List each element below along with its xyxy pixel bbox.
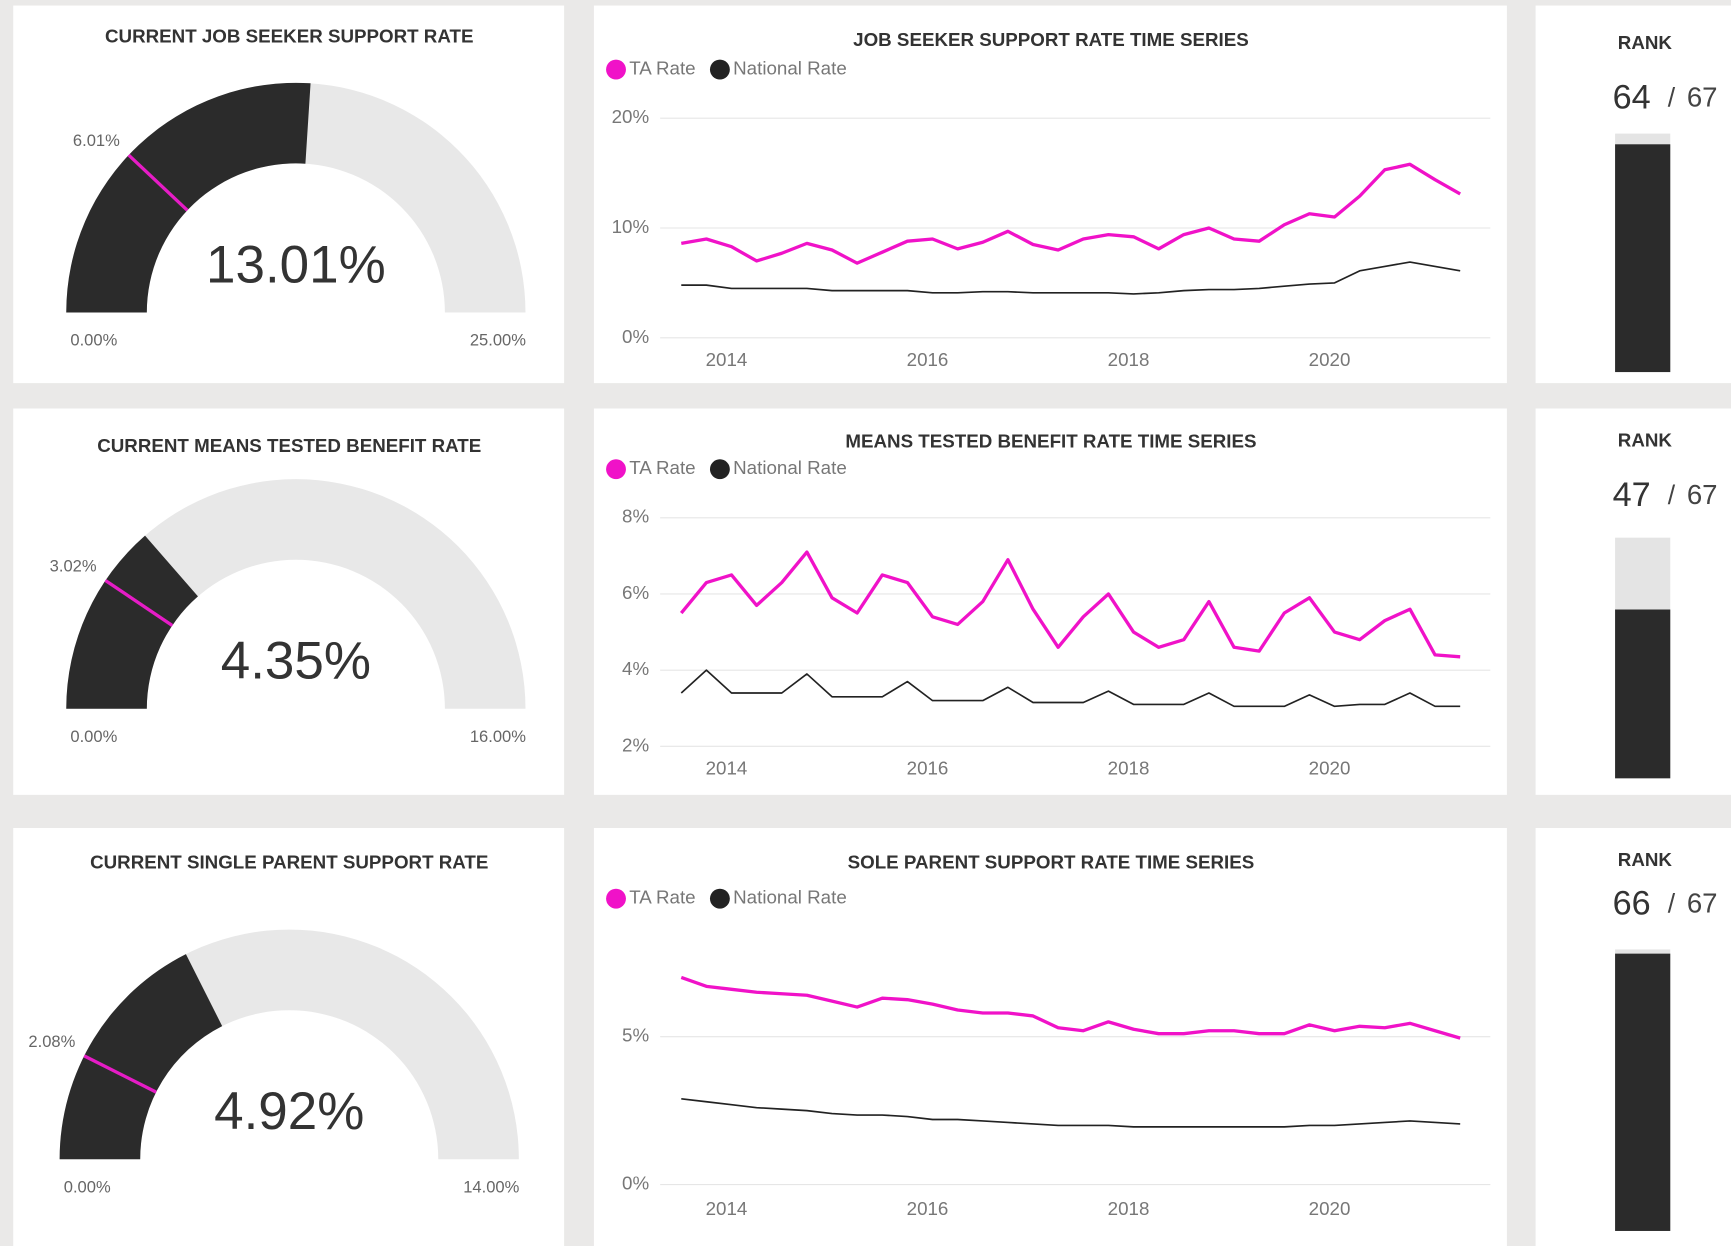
y-tick-label: 8% (622, 506, 649, 527)
chart-title: SOLE PARENT SUPPORT RATE TIME SERIES (848, 851, 1255, 872)
gauge-target-label: 6.01% (73, 131, 120, 150)
rank-separator: / (1668, 82, 1676, 112)
gauge-title: CURRENT JOB SEEKER SUPPORT RATE (105, 26, 473, 47)
gauge-value-label: 13.01% (206, 235, 386, 294)
x-tick-label: 2016 (907, 349, 949, 370)
gauge-target (83, 1054, 157, 1094)
rank-bar (1615, 609, 1671, 779)
gauge-target (127, 153, 189, 212)
x-tick-label: 2016 (907, 757, 949, 778)
legend-label: National Rate (733, 457, 847, 478)
x-tick-label: 2018 (1108, 757, 1150, 778)
rank-value: 64 (1613, 78, 1651, 116)
legend-label: National Rate (733, 58, 847, 79)
x-tick-label: 2020 (1309, 1198, 1351, 1219)
series-line (679, 550, 1461, 659)
panel (593, 5, 1507, 384)
chart-title: MEANS TESTED BENEFIT RATE TIME SERIES (845, 431, 1256, 452)
x-tick-label: 2018 (1108, 1198, 1150, 1219)
legend-marker (709, 459, 730, 480)
rank-title: RANK (1618, 32, 1673, 53)
series-line (681, 261, 1461, 295)
series-line (680, 975, 1461, 1040)
x-tick-label: 2014 (706, 757, 748, 778)
legend-marker (606, 888, 626, 909)
gauge-range-label: 16.00% (470, 727, 526, 746)
series-line (680, 162, 1462, 265)
gauge-value (59, 954, 223, 1160)
rank-separator: / (1668, 480, 1676, 510)
gauge-range-label: 25.00% (470, 331, 526, 350)
legend-label: National Rate (733, 887, 847, 908)
x-tick-label: 2018 (1108, 349, 1150, 370)
gauge-range-label: 14.00% (463, 1177, 519, 1196)
x-tick-label: 2020 (1309, 757, 1351, 778)
gauge-track (66, 479, 526, 709)
rank-separator: / (1668, 888, 1676, 918)
gauge-value-label: 4.92% (214, 1082, 364, 1141)
series-line (681, 1097, 1461, 1128)
gauge-value (66, 535, 198, 709)
gauge-title: CURRENT MEANS TESTED BENEFIT RATE (97, 435, 481, 456)
gauge-range-label: 0.00% (70, 331, 117, 350)
y-tick-label: 6% (622, 582, 649, 603)
gauge-value-label: 4.35% (221, 632, 371, 691)
chart-title: JOB SEEKER SUPPORT RATE TIME SERIES (853, 29, 1249, 50)
legend-marker (709, 888, 730, 909)
rank-max: 67 (1687, 82, 1718, 113)
rank-bar (1615, 953, 1671, 1231)
y-tick-label: 20% (612, 106, 650, 127)
rank-max: 67 (1687, 888, 1718, 919)
x-tick-label: 2016 (907, 1198, 949, 1219)
rank-title: RANK (1618, 849, 1673, 870)
rank-bar (1615, 144, 1671, 373)
x-tick-label: 2014 (706, 1198, 748, 1219)
legend-marker (606, 59, 626, 80)
legend-label: TA Rate (629, 887, 695, 908)
gauge-range-label: 0.00% (70, 727, 117, 746)
y-tick-label: 2% (622, 734, 649, 755)
y-tick-label: 10% (612, 216, 650, 237)
legend-label: TA Rate (629, 457, 695, 478)
gauge-range-label: 0.00% (64, 1177, 111, 1196)
rank-max: 67 (1687, 479, 1718, 510)
legend-label: TA Rate (629, 58, 695, 79)
gauge-target-label: 3.02% (50, 557, 97, 576)
x-tick-label: 2020 (1309, 349, 1351, 370)
legend-marker (606, 459, 626, 480)
gauge-target (104, 579, 174, 627)
series-line (680, 669, 1461, 708)
legend-marker (709, 59, 730, 80)
y-tick-label: 4% (622, 658, 649, 679)
panel (593, 408, 1507, 795)
rank-title: RANK (1618, 430, 1673, 451)
gauge-value (66, 82, 311, 313)
y-tick-label: 0% (622, 326, 649, 347)
y-tick-label: 0% (622, 1173, 649, 1194)
y-tick-label: 5% (622, 1025, 649, 1046)
rank-value: 47 (1613, 476, 1651, 514)
x-tick-label: 2014 (706, 349, 748, 370)
gauge-target-label: 2.08% (28, 1032, 75, 1051)
gauge-title: CURRENT SINGLE PARENT SUPPORT RATE (90, 851, 488, 872)
rank-value: 66 (1613, 884, 1651, 922)
